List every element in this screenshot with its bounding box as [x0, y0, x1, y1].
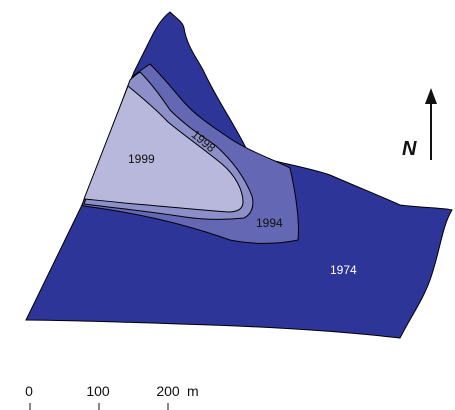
scale-bar: 0 100 200 m — [25, 383, 199, 410]
label-1999: 1999 — [128, 152, 155, 166]
north-arrow-head-icon — [425, 88, 437, 104]
north-label: N — [402, 138, 417, 160]
label-1974: 1974 — [330, 263, 357, 277]
north-arrow: N — [402, 88, 437, 160]
label-1994: 1994 — [256, 216, 283, 230]
scale-tick-label-100: 100 — [86, 383, 110, 399]
scale-unit-label: m — [187, 383, 199, 399]
area-1999-polygon — [83, 85, 244, 213]
scale-tick-label-0: 0 — [25, 383, 33, 399]
scale-tick-label-200: 200 — [156, 383, 180, 399]
